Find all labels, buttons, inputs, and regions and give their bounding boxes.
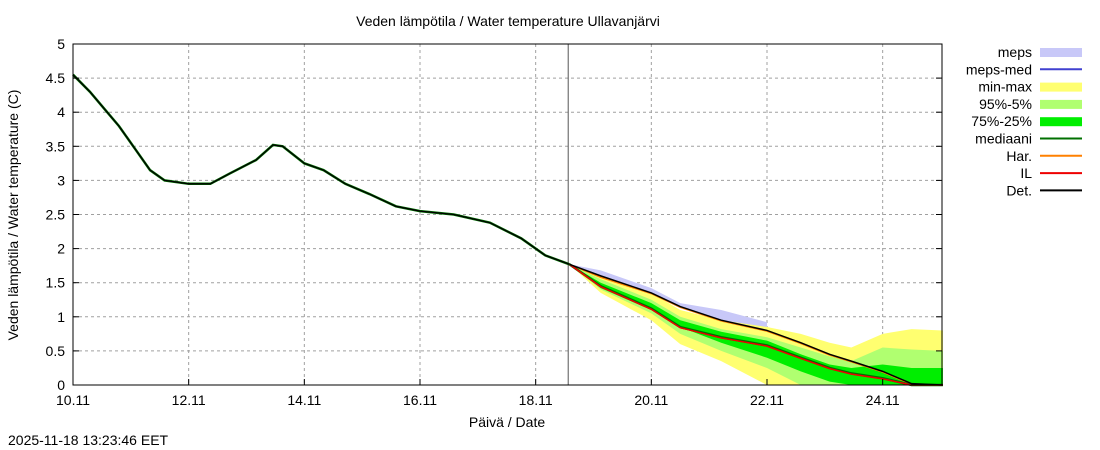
legend-swatch-p75_25 [1040,117,1082,127]
legend-label-median: mediaani [975,131,1032,147]
ticks: 0 0.5 1 1.5 2 2.5 3 3.5 4 4.5 5 10.11 12.11 14.11 16.1… [46,36,942,408]
x-tick-label: 10.11 [56,392,90,408]
y-tick-label: 1 [57,309,65,325]
min-max-band [569,264,943,385]
y-tick-label: 0.5 [46,343,66,359]
y-tick-label: 5 [57,36,65,52]
x-tick-label: 20.11 [634,392,668,408]
x-tick-label: 18.11 [519,392,553,408]
y-tick-label: 2 [57,241,65,257]
legend-swatch-meps [1040,48,1082,57]
x-tick-label: 14.11 [287,392,321,408]
y-axis-label: Veden lämpötila / Water temperature (C) [5,90,21,341]
x-axis-label: Päivä / Date [469,414,545,430]
legend-label-p75_25: 75%-25% [971,113,1032,129]
legend-swatch-p95_5 [1040,99,1082,109]
series-lines [72,44,943,387]
x-tick-label: 12.11 [172,392,206,408]
y-tick-label: 3 [57,172,65,188]
timestamp: 2025-11-18 13:23:46 EET [8,432,169,448]
x-tick-label: 22.11 [750,392,784,408]
y-tick-label: 4.5 [46,70,66,86]
observed-line [72,74,570,265]
grid [73,44,942,385]
bands [569,264,943,385]
y-tick-label: 4 [57,104,65,120]
y-tick-label: 2.5 [46,207,66,223]
y-tick-label: 1.5 [46,275,66,291]
legend-label-minmax: min-max [978,79,1032,95]
y-tick-label: 0 [57,377,65,393]
chart-title: Veden lämpötila / Water temperature Ulla… [356,13,660,29]
legend-swatch-minmax [1040,82,1082,92]
x-tick-label: 24.11 [866,392,900,408]
y-tick-label: 3.5 [46,138,66,154]
meps-band [569,264,767,331]
il-line [568,263,943,386]
legend-label-meps: meps [998,44,1032,60]
legend-label-det: Det. [1006,182,1032,198]
det-line [569,263,943,386]
75-25-band [569,264,943,385]
x-tick-label: 16.11 [403,392,437,408]
legend-label-har: Har. [1006,148,1032,164]
legend-label-il: IL [1020,165,1032,181]
legend-label-meps_med: meps-med [966,61,1032,77]
legend-label-p95_5: 95%-5% [979,96,1032,112]
